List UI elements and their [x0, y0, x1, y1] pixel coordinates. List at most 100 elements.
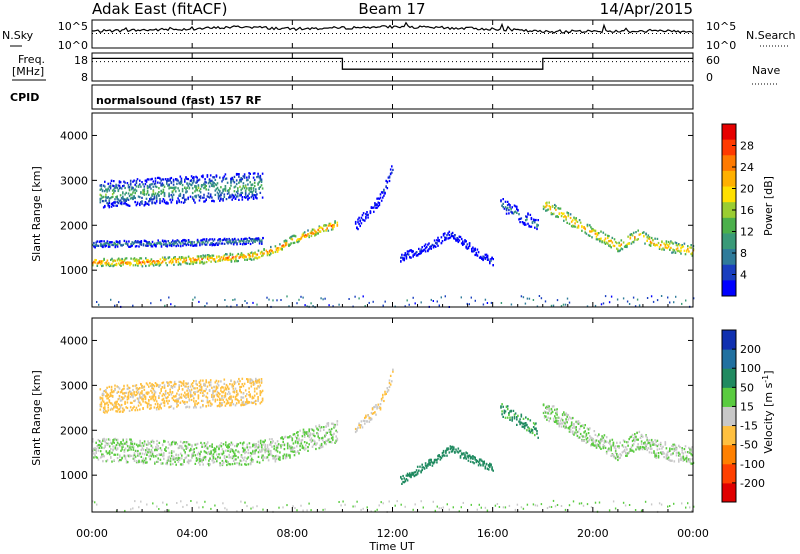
range-cell [142, 444, 145, 447]
range-cell [205, 181, 207, 184]
range-cell [595, 238, 598, 241]
range-cell [652, 300, 655, 303]
range-cell [212, 389, 214, 392]
range-cell [284, 244, 287, 247]
range-cell [123, 202, 125, 205]
range-cell [223, 193, 226, 196]
range-cell [179, 396, 182, 399]
range-cell [204, 240, 207, 243]
range-cell [128, 189, 131, 192]
range-cell [167, 440, 170, 444]
range-cell [103, 243, 105, 246]
range-cell [514, 412, 517, 415]
range-cell [477, 464, 480, 467]
range-cell [506, 200, 509, 203]
range-cell [213, 181, 215, 185]
range-cell [357, 426, 359, 429]
range-cell [608, 449, 610, 452]
range-cell [558, 212, 561, 216]
range-cell [680, 457, 682, 460]
range-cell [166, 381, 168, 384]
range-cell [612, 453, 615, 456]
range-cell [632, 241, 635, 244]
range-cell [297, 241, 299, 244]
range-cell [156, 454, 158, 457]
range-cell [203, 442, 206, 445]
range-cell [240, 180, 242, 183]
range-cell [534, 221, 536, 224]
range-cell [212, 458, 215, 461]
range-cell [200, 459, 202, 462]
range-cell [139, 196, 141, 199]
range-cell [179, 180, 182, 183]
range-cell [122, 263, 124, 266]
range-cell [246, 258, 248, 261]
range-cell [296, 431, 298, 434]
range-cell [289, 447, 291, 450]
range-cell [252, 380, 255, 384]
range-cell [220, 387, 222, 390]
range-cell [195, 194, 197, 197]
range-cell [132, 448, 135, 451]
range-cell [535, 218, 537, 222]
range-cell [199, 383, 202, 386]
range-cell [166, 243, 168, 246]
range-cell [116, 441, 119, 444]
range-cell [570, 421, 573, 424]
range-cell [371, 206, 374, 209]
range-cell [107, 245, 110, 248]
range-cell [99, 450, 102, 453]
range-cell [268, 250, 271, 253]
range-cell [160, 453, 163, 456]
range-cell [202, 458, 204, 462]
range-cell [195, 186, 197, 189]
range-cell [671, 453, 673, 456]
range-cell [613, 456, 616, 459]
range-cell [164, 239, 166, 242]
range-cell [246, 378, 248, 381]
noise-panel: N.Sky 10^5 10^0 10^5 10^0 N.Search [2, 19, 796, 52]
range-cell [465, 245, 467, 248]
range-cell [201, 258, 203, 261]
range-cell [257, 172, 259, 175]
range-cell [231, 198, 233, 201]
range-cell [234, 260, 236, 263]
range-cell [123, 450, 126, 453]
range-cell [215, 183, 218, 187]
range-cell [569, 428, 572, 431]
range-cell [166, 245, 168, 248]
range-cell [169, 186, 171, 189]
range-cell [604, 446, 607, 449]
range-cell [243, 450, 245, 453]
range-cell [115, 183, 117, 186]
range-cell [575, 426, 577, 429]
range-cell [173, 187, 176, 190]
range-cell [437, 239, 439, 242]
range-cell [111, 442, 113, 445]
range-cell [169, 444, 172, 447]
range-cell [427, 243, 429, 246]
range-cell [374, 202, 376, 205]
range-cell [252, 396, 255, 399]
range-cell [204, 383, 206, 387]
range-cell [223, 378, 226, 381]
range-cell [284, 454, 287, 458]
range-cell [601, 241, 603, 244]
range-cell [336, 439, 339, 442]
range-cell [509, 206, 511, 209]
range-cell [586, 223, 589, 226]
range-cell [317, 432, 319, 435]
range-cell [172, 180, 175, 183]
range-cell [213, 244, 216, 247]
range-cell [149, 183, 151, 186]
range-cell [196, 403, 198, 406]
range-cell [129, 179, 132, 182]
range-cell [165, 446, 167, 449]
range-cell [156, 263, 158, 266]
range-cell [634, 305, 637, 308]
colorbar-swatch [722, 217, 736, 234]
range-cell [120, 459, 122, 462]
range-cell [195, 244, 198, 247]
range-cell [386, 390, 389, 393]
